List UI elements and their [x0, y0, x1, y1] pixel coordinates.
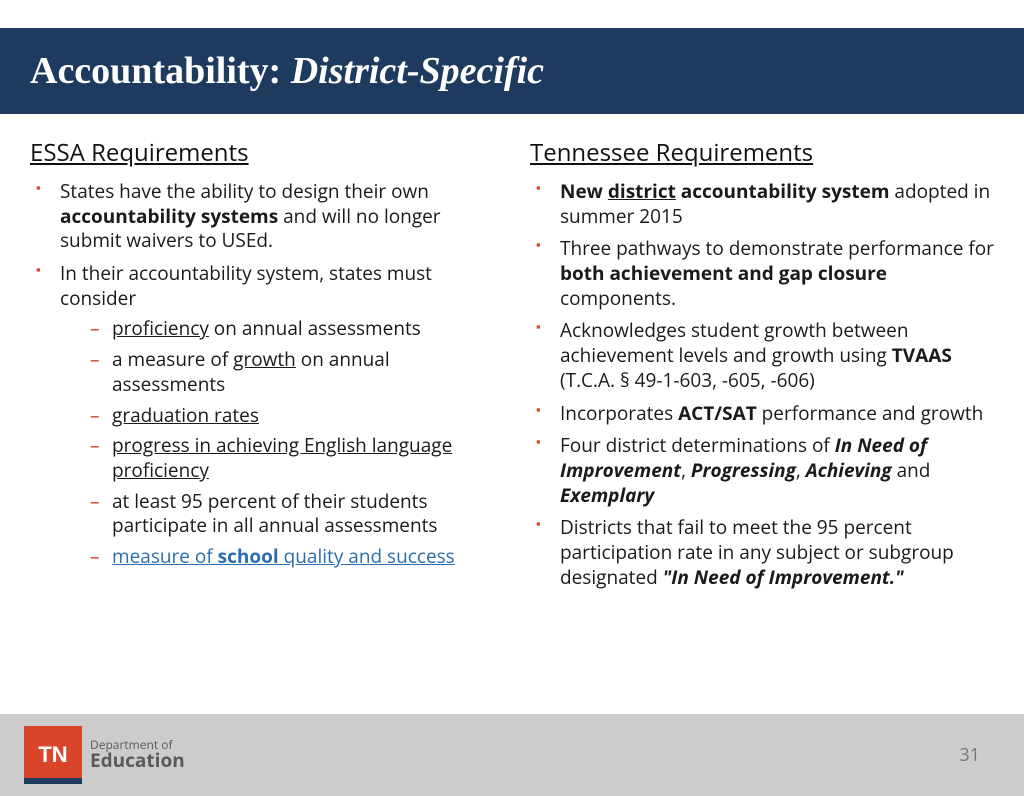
sub-item: measure of school quality and success	[60, 544, 500, 569]
content-area: ESSA Requirements States have the abilit…	[0, 114, 1024, 597]
title-italic: District-Specific	[291, 50, 544, 92]
text-underline: progress in achieving English language p…	[112, 432, 452, 483]
text: performance and growth	[757, 400, 984, 426]
text: components.	[560, 285, 676, 311]
text: In their accountability system, states m…	[60, 260, 432, 311]
right-column: Tennessee Requirements New district acco…	[530, 136, 1000, 597]
text-bolditalic: Achieving	[806, 457, 892, 483]
essa-item-1: States have the ability to design their …	[30, 179, 500, 253]
sub-item: graduation rates	[60, 403, 500, 428]
tn-item-1: New district accountability system adopt…	[530, 179, 1000, 228]
sub-item: a measure of growth on annual assessment…	[60, 347, 500, 396]
tn-square-icon: TN	[24, 726, 82, 784]
sub-item: at least 95 percent of their students pa…	[60, 489, 500, 538]
left-column: ESSA Requirements States have the abilit…	[30, 136, 500, 597]
text-underline: growth	[233, 346, 296, 372]
essa-item-2: In their accountability system, states m…	[30, 261, 500, 569]
text: Acknowledges student growth between achi…	[560, 317, 908, 368]
text: a measure of	[112, 346, 233, 372]
text-bold: school	[218, 543, 279, 569]
sub-item: progress in achieving English language p…	[60, 433, 500, 482]
text: New	[560, 178, 608, 204]
text-bold: New district accountability system	[560, 178, 890, 204]
quality-link[interactable]: measure of school quality and success	[112, 543, 455, 569]
essa-heading: ESSA Requirements	[30, 136, 500, 169]
slide-title: Accountability: District-Specific	[30, 49, 544, 93]
text-bold: TVAAS	[892, 342, 952, 368]
text-underline: graduation rates	[112, 402, 259, 428]
text: Three pathways to demonstrate performanc…	[560, 235, 994, 261]
text: at least 95 percent of their students pa…	[112, 488, 437, 539]
tn-heading: Tennessee Requirements	[530, 136, 1000, 169]
sub-item: proficiency on annual assessments	[60, 316, 500, 341]
text-underline: proficiency	[112, 315, 209, 341]
title-plain: Accountability:	[30, 50, 291, 92]
tn-list: New district accountability system adopt…	[530, 179, 1000, 589]
text: (T.C.A. § 49-1-603, -605, -606)	[560, 367, 815, 393]
text: accountability system	[676, 178, 890, 204]
tn-item-2: Three pathways to demonstrate performanc…	[530, 236, 1000, 310]
page-number: 31	[959, 743, 980, 767]
text: measure of	[112, 543, 218, 569]
text-bolditalic: Progressing	[691, 457, 796, 483]
tn-logo-text: Department of Education	[90, 739, 185, 772]
essa-sublist: proficiency on annual assessments a meas…	[60, 316, 500, 568]
essa-list: States have the ability to design their …	[30, 179, 500, 569]
tn-item-5: Four district determinations of In Need …	[530, 433, 1000, 507]
text: on annual assessments	[209, 315, 421, 341]
slide-header: Accountability: District-Specific	[0, 28, 1024, 114]
text: ,	[681, 457, 691, 483]
text: Incorporates	[560, 400, 678, 426]
text: and	[892, 457, 931, 483]
text-bold: accountability systems	[60, 203, 278, 229]
text-bolditalic: Exemplary	[560, 482, 654, 508]
text-underline: district	[608, 178, 676, 204]
text: ,	[796, 457, 806, 483]
text-bold: ACT/SAT	[678, 400, 757, 426]
tn-logo: TN Department of Education	[24, 726, 185, 784]
text: quality and success	[279, 543, 455, 569]
tn-item-6: Districts that fail to meet the 95 perce…	[530, 515, 1000, 589]
text-bolditalic: "In Need of Improvement."	[663, 564, 904, 590]
tn-item-4: Incorporates ACT/SAT performance and gro…	[530, 401, 1000, 426]
edu-label: Education	[90, 751, 185, 771]
slide-footer: TN Department of Education 31	[0, 714, 1024, 796]
tn-item-3: Acknowledges student growth between achi…	[530, 318, 1000, 392]
text-bold: both achievement and gap closure	[560, 260, 887, 286]
text: States have the ability to design their …	[60, 178, 429, 204]
text: Four district determinations of	[560, 432, 835, 458]
